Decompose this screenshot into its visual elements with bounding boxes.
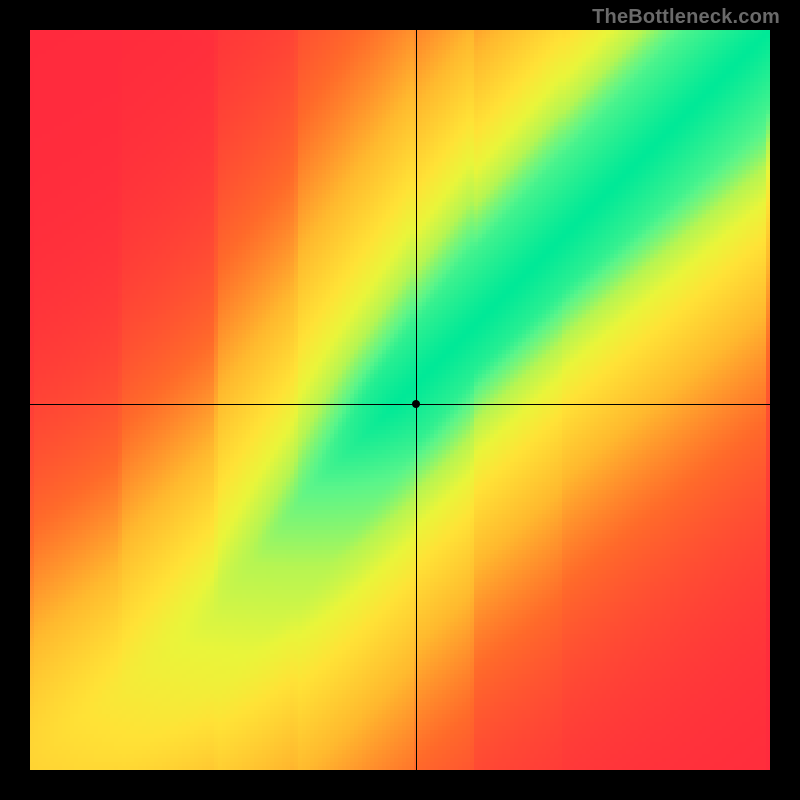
stage: TheBottleneck.com (0, 0, 800, 800)
heatmap-canvas (30, 30, 770, 770)
crosshair-horizontal (30, 404, 770, 405)
crosshair-marker (412, 400, 420, 408)
watermark-text: TheBottleneck.com (592, 6, 780, 29)
